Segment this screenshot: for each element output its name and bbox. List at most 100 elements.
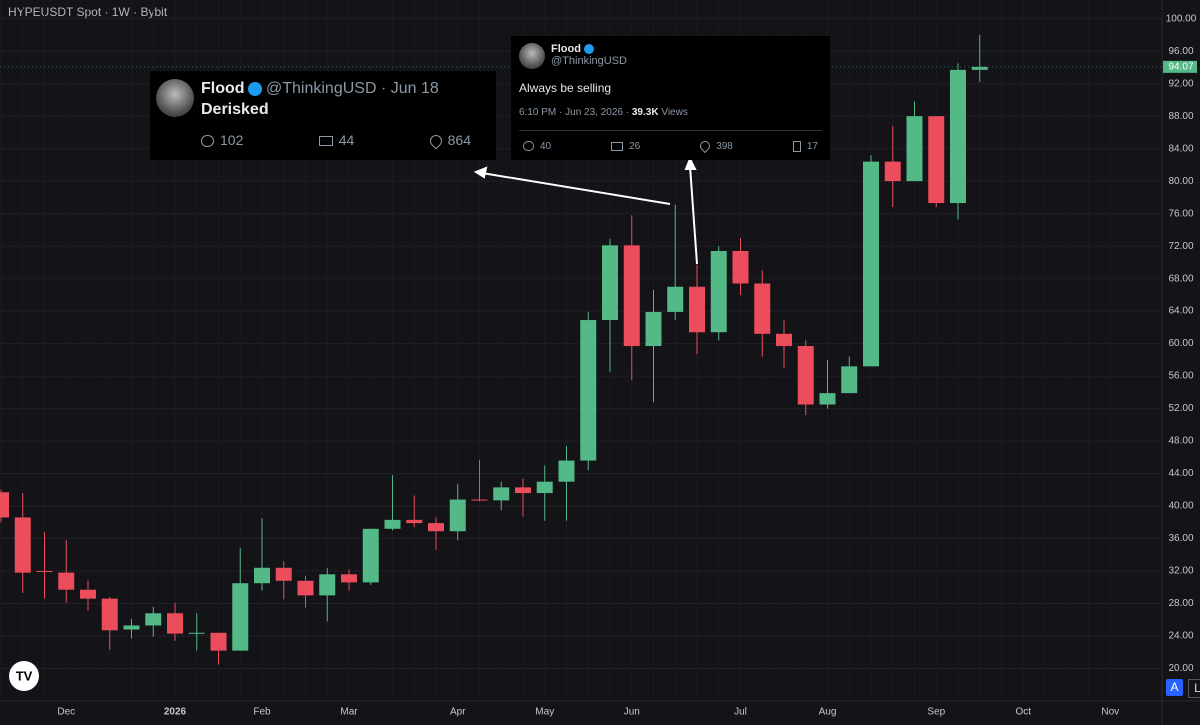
candle-body (167, 613, 183, 634)
avatar (156, 79, 194, 117)
y-tick-label: 84.00 (1168, 143, 1193, 154)
y-tick-label: 24.00 (1168, 631, 1193, 642)
candle-body (188, 632, 205, 634)
y-tick-label: 48.00 (1168, 436, 1193, 447)
tweet-meta: 6:10 PM · Jun 23, 2026 · 39.3K Views (519, 107, 688, 118)
y-tick-label: 68.00 (1168, 273, 1193, 284)
retweet-value: 44 (338, 132, 355, 148)
y-tick-label: 100.00 (1166, 13, 1197, 24)
arrows (473, 156, 698, 265)
tweet-stats: 102 44 864 (201, 132, 471, 150)
reply-value: 102 (220, 132, 244, 148)
reply-count[interactable]: 40 (523, 141, 551, 152)
x-tick-label: 2026 (164, 707, 187, 718)
auto-scale-button[interactable]: A (1166, 679, 1183, 696)
candle-body (645, 311, 662, 347)
y-tick-label: 36.00 (1168, 533, 1193, 544)
candle-body (210, 632, 227, 651)
candle-body (232, 583, 249, 651)
verified-badge (247, 81, 262, 96)
candle-body (362, 528, 379, 583)
candle-body (297, 580, 314, 596)
y-tick-label: 20.00 (1168, 663, 1193, 674)
bookmark-count[interactable]: 17 (792, 141, 818, 153)
retweet-count[interactable]: 26 (611, 141, 640, 152)
tweet-card[interactable]: Flood @ThinkingUSD Always be selling 6:10… (511, 36, 830, 160)
candle-body (145, 613, 162, 626)
candle-body (123, 625, 140, 630)
y-tick-label: 92.00 (1168, 78, 1193, 89)
handle-date: @ThinkingUSD · Jun 18 (266, 80, 439, 97)
x-tick-label: Aug (819, 707, 837, 718)
x-tick-label: May (535, 707, 554, 718)
timestamp: 6:10 PM · Jun 23, 2026 · (519, 107, 630, 118)
candle-body (384, 519, 401, 529)
tv-logo: TV (9, 661, 39, 691)
avatar (519, 43, 545, 69)
y-tick-label: 56.00 (1168, 371, 1193, 382)
candle-body (841, 366, 858, 394)
candle-body (493, 487, 510, 501)
last-price-label: 94.07 (1168, 61, 1193, 72)
candle-body (80, 589, 96, 599)
author-name: Flood (201, 80, 245, 97)
candle-body (254, 567, 270, 584)
y-tick-label: 32.00 (1168, 566, 1193, 577)
tweet-header: Flood @ThinkingUSD · Jun 18 (201, 80, 439, 98)
candle-body (797, 346, 814, 405)
reply-count[interactable]: 102 (201, 132, 243, 148)
candle-body (14, 517, 31, 573)
log-scale-button[interactable]: L (1188, 679, 1200, 698)
candle-body (341, 574, 357, 583)
tweet-text: Derisked (201, 101, 269, 118)
candle-body (101, 598, 118, 631)
candle-body (275, 567, 292, 581)
candle-body (819, 393, 836, 405)
candle-body (732, 250, 749, 284)
y-tick-label: 88.00 (1168, 111, 1193, 122)
tweet-text: Always be selling (519, 81, 612, 95)
y-tick-label: 96.00 (1168, 46, 1193, 57)
last-price-tag (1163, 60, 1197, 73)
candle-body (471, 499, 488, 501)
candle-body (536, 481, 553, 494)
x-tick-label: Oct (1015, 707, 1031, 718)
like-value: 864 (447, 132, 471, 148)
tweet-header: Flood @ThinkingUSD (551, 43, 627, 67)
candle-body (623, 245, 640, 347)
y-tick-label: 28.00 (1168, 598, 1193, 609)
like-count[interactable]: 864 (427, 132, 471, 150)
y-tick-label: 44.00 (1168, 468, 1193, 479)
reply-value: 40 (540, 141, 552, 152)
like-count[interactable]: 398 (698, 139, 733, 154)
divider (519, 130, 822, 131)
candle-body (428, 523, 444, 532)
candle-body (754, 283, 771, 334)
candle-body (689, 286, 705, 333)
candle-body (971, 66, 988, 70)
x-tick-label: Apr (450, 707, 466, 718)
candle-body (928, 116, 945, 204)
y-tick-label: 60.00 (1168, 338, 1193, 349)
retweet-count[interactable]: 44 (318, 132, 355, 148)
candle-body (884, 161, 901, 182)
candle-body (515, 487, 531, 494)
bookmark-value: 17 (806, 141, 818, 153)
tweet-card[interactable]: Flood @ThinkingUSD · Jun 18 Derisked 102… (150, 71, 496, 160)
views-label: Views (661, 107, 688, 118)
x-tick-label: Jul (734, 707, 747, 718)
y-tick-label: 40.00 (1168, 501, 1193, 512)
candle-body (950, 69, 966, 204)
y-tick-label: 52.00 (1168, 403, 1193, 414)
candle-body (863, 161, 879, 367)
x-tick-label: Sep (927, 707, 945, 718)
y-tick-label: 76.00 (1168, 208, 1193, 219)
candle-body (558, 460, 575, 482)
x-tick-label: Jun (624, 707, 640, 718)
candle-body (602, 245, 618, 321)
tweet-stats: 40 26 398 17 (523, 139, 818, 154)
candle-body (580, 320, 597, 461)
y-tick-label: 64.00 (1168, 306, 1193, 317)
